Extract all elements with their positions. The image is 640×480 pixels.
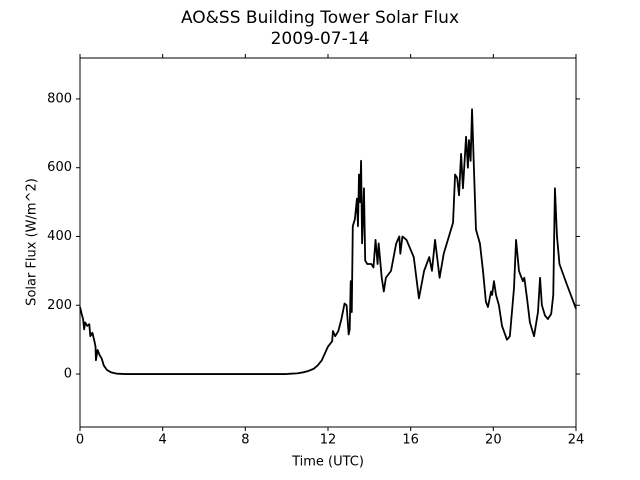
y-tick-label: 200 bbox=[47, 298, 72, 313]
x-tick-label: 16 bbox=[402, 433, 419, 448]
x-tick-label: 0 bbox=[76, 433, 84, 448]
x-tick-label: 24 bbox=[568, 433, 585, 448]
chart-title: AO&SS Building Tower Solar Flux bbox=[181, 8, 459, 28]
y-tick-label: 600 bbox=[47, 160, 72, 175]
x-tick-label: 12 bbox=[320, 433, 337, 448]
y-tick-label: 800 bbox=[47, 91, 72, 106]
chart-subtitle: 2009-07-14 bbox=[271, 29, 370, 49]
x-tick-label: 8 bbox=[241, 433, 249, 448]
x-tick-label: 4 bbox=[159, 433, 167, 448]
x-tick-label: 20 bbox=[485, 433, 502, 448]
y-axis-label: Solar Flux (W/m^2) bbox=[25, 178, 40, 306]
y-tick-label: 0 bbox=[64, 367, 72, 382]
y-tick-label: 400 bbox=[47, 229, 72, 244]
x-axis-label: Time (UTC) bbox=[291, 455, 364, 470]
data-line bbox=[79, 108, 577, 375]
